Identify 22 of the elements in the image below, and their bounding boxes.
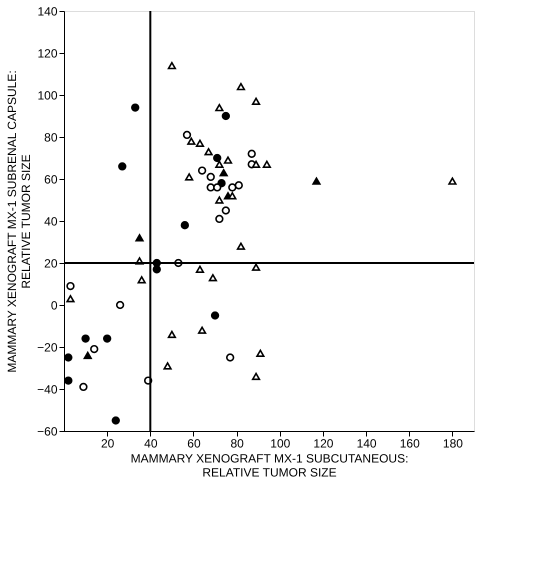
y-tick-label: −20: [37, 340, 58, 354]
y-tick-label: 0: [50, 298, 58, 312]
y-tick-label: −40: [37, 382, 58, 396]
y-tick-label: 60: [44, 172, 58, 186]
x-tick-label: 120: [313, 436, 334, 450]
x-tick-label: 140: [356, 436, 377, 450]
x-axis-title: MAMMARY XENOGRAFT MX-1 SUBCUTANEOUS: RELATIVE TUMOR SIZE: [130, 452, 408, 480]
x-tick-label: 100: [270, 436, 291, 450]
x-tick-label: 60: [187, 436, 201, 450]
y-tick-label: −60: [37, 424, 58, 438]
y-tick-label: 100: [37, 88, 58, 102]
y-tick-label: 20: [44, 256, 58, 270]
x-tick-label: 80: [230, 436, 244, 450]
x-tick-label: 180: [442, 436, 464, 450]
y-tick-label: 120: [37, 46, 58, 60]
y-tick-label: 140: [37, 4, 58, 18]
y-tick-label: 80: [44, 130, 58, 144]
x-tick-label: 160: [400, 436, 420, 450]
y-tick-label: 40: [44, 214, 58, 228]
x-tick-label: 20: [100, 436, 115, 450]
x-tick-label: 40: [144, 436, 158, 450]
y-axis-title: MAMMARY XENOGRAFT MX-1 SUBRENAL CAPSULE: RELATIVE TUMOR SIZE: [5, 70, 34, 373]
